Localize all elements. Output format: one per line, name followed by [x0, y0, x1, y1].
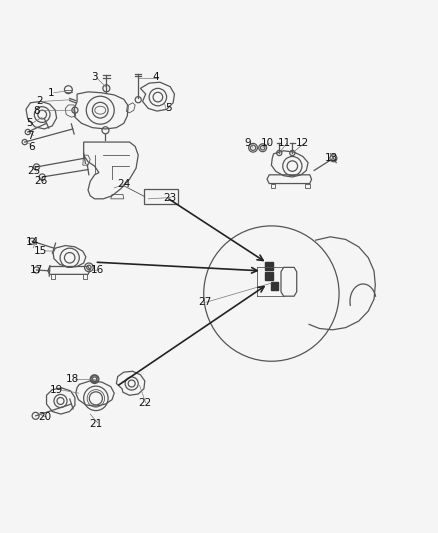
- Text: 1: 1: [48, 88, 54, 98]
- Polygon shape: [271, 282, 279, 289]
- Text: 15: 15: [34, 246, 47, 256]
- Text: 2: 2: [36, 96, 42, 107]
- Text: 13: 13: [325, 153, 338, 163]
- Text: 17: 17: [30, 265, 43, 275]
- Text: 9: 9: [244, 139, 251, 148]
- Polygon shape: [265, 272, 273, 280]
- Text: 18: 18: [66, 374, 79, 384]
- Text: 12: 12: [296, 139, 310, 148]
- Text: 21: 21: [89, 419, 102, 429]
- Text: 4: 4: [152, 71, 159, 82]
- Text: 24: 24: [117, 180, 131, 189]
- Text: 16: 16: [91, 265, 104, 275]
- Text: 23: 23: [163, 192, 177, 203]
- Text: 5: 5: [26, 118, 32, 128]
- Text: 3: 3: [91, 71, 98, 82]
- Text: 26: 26: [34, 176, 47, 187]
- Text: 20: 20: [38, 412, 51, 422]
- Text: 11: 11: [278, 139, 291, 148]
- Text: 14: 14: [25, 237, 39, 247]
- Text: 10: 10: [261, 139, 274, 148]
- Text: 7: 7: [27, 131, 34, 141]
- Text: 22: 22: [138, 398, 152, 408]
- Polygon shape: [265, 262, 273, 270]
- Text: 8: 8: [34, 106, 40, 116]
- Text: 5: 5: [166, 103, 172, 114]
- Text: 27: 27: [198, 297, 212, 308]
- Text: 6: 6: [28, 142, 35, 152]
- Text: 19: 19: [50, 385, 63, 394]
- Text: 25: 25: [27, 166, 40, 176]
